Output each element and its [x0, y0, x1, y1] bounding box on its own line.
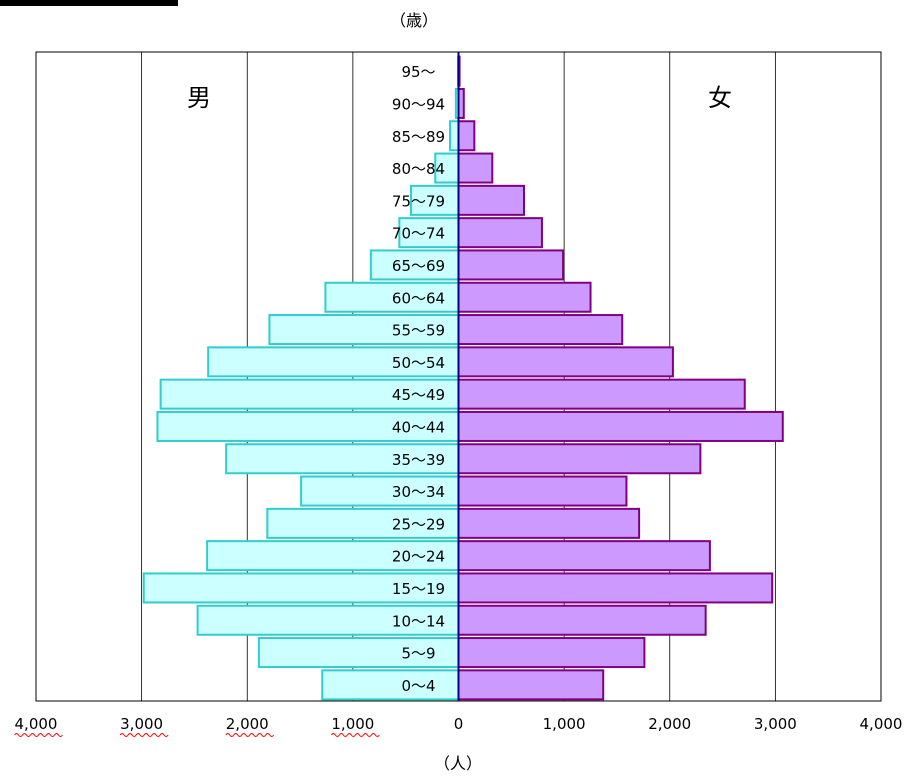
female-bar — [457, 120, 476, 152]
x-tick-label: 1,000 — [331, 715, 374, 733]
x-tick-label: 3,000 — [120, 715, 163, 733]
age-group-label: 50～54 — [392, 354, 445, 372]
female-bar — [457, 507, 641, 539]
female-bar — [457, 410, 784, 442]
male-bar — [324, 281, 460, 313]
x-tick-label: 4,000 — [860, 715, 903, 733]
female-bar — [457, 184, 525, 216]
age-group-label: 20～24 — [392, 548, 445, 566]
age-group-label: 95～ — [401, 63, 435, 81]
age-group-label: 5～9 — [401, 645, 435, 663]
age-group-label: 0～4 — [401, 677, 435, 695]
female-bar — [457, 604, 707, 636]
age-group-label: 70～74 — [392, 225, 445, 243]
age-group-label: 90～94 — [392, 95, 445, 113]
female-bar — [457, 217, 543, 249]
female-label: 女 — [708, 84, 732, 112]
female-bar — [457, 572, 774, 604]
x-tick-label: 0 — [454, 715, 464, 733]
x-tick-label: 2,000 — [226, 715, 269, 733]
age-group-label: 80～84 — [392, 160, 445, 178]
male-bar — [196, 604, 460, 636]
female-bar — [457, 540, 711, 572]
age-group-label: 85～89 — [392, 128, 445, 146]
age-group-label: 75～79 — [392, 192, 445, 210]
x-tick-label: 4,000 — [15, 715, 58, 733]
male-bar — [409, 184, 460, 216]
male-bar — [206, 540, 460, 572]
male-bar — [321, 669, 460, 701]
male-bar — [369, 249, 460, 281]
male-bar — [159, 378, 460, 410]
male-bar — [300, 475, 460, 507]
female-bar — [457, 152, 494, 184]
x-axis-ticks: 4,000 3,000 2,000 1,000 0 1,000 2,000 3,000 4,00… — [14, 715, 903, 737]
male-bar — [449, 120, 460, 152]
spell-check-underline — [225, 733, 275, 737]
male-bar — [225, 443, 460, 475]
age-group-label: 35～39 — [392, 451, 445, 469]
age-group-label: 55～59 — [392, 322, 445, 340]
male-bar — [266, 507, 460, 539]
spell-check-underline — [330, 733, 380, 737]
x-tick-label: 1,000 — [543, 715, 586, 733]
x-unit-label: （人） — [434, 754, 482, 773]
spell-check-underline — [14, 733, 63, 737]
age-group-label: 30～34 — [392, 483, 445, 501]
female-bar — [457, 249, 565, 281]
female-bar — [457, 281, 592, 313]
plot-area: 0～4 5～9 10～14 15～19 20～24 25～29 30～34 35～39 40～4… — [35, 51, 882, 702]
female-bar — [457, 475, 628, 507]
age-group-label: 40～44 — [392, 418, 445, 436]
spell-check-underline — [119, 733, 169, 737]
female-bar — [457, 378, 746, 410]
male-bar — [156, 410, 460, 442]
male-bar — [398, 217, 460, 249]
age-group-label: 25～29 — [392, 515, 445, 533]
header-rule — [0, 0, 178, 6]
y-unit-label: （歳） — [390, 11, 438, 30]
female-bar — [457, 637, 646, 669]
female-bar — [457, 346, 674, 378]
age-group-label: 65～69 — [392, 257, 445, 275]
x-tick-label: 3,000 — [754, 715, 797, 733]
male-bar — [207, 346, 460, 378]
age-group-label: 15～19 — [392, 580, 445, 598]
male-bar — [257, 637, 460, 669]
age-group-label: 10～14 — [392, 612, 445, 630]
male-label: 男 — [187, 84, 211, 112]
female-bar — [457, 669, 605, 701]
age-group-label: 45～49 — [392, 386, 445, 404]
x-tick-label: 2,000 — [648, 715, 691, 733]
female-bar — [457, 443, 702, 475]
age-group-label: 60～64 — [392, 289, 445, 307]
female-bar — [457, 314, 624, 346]
